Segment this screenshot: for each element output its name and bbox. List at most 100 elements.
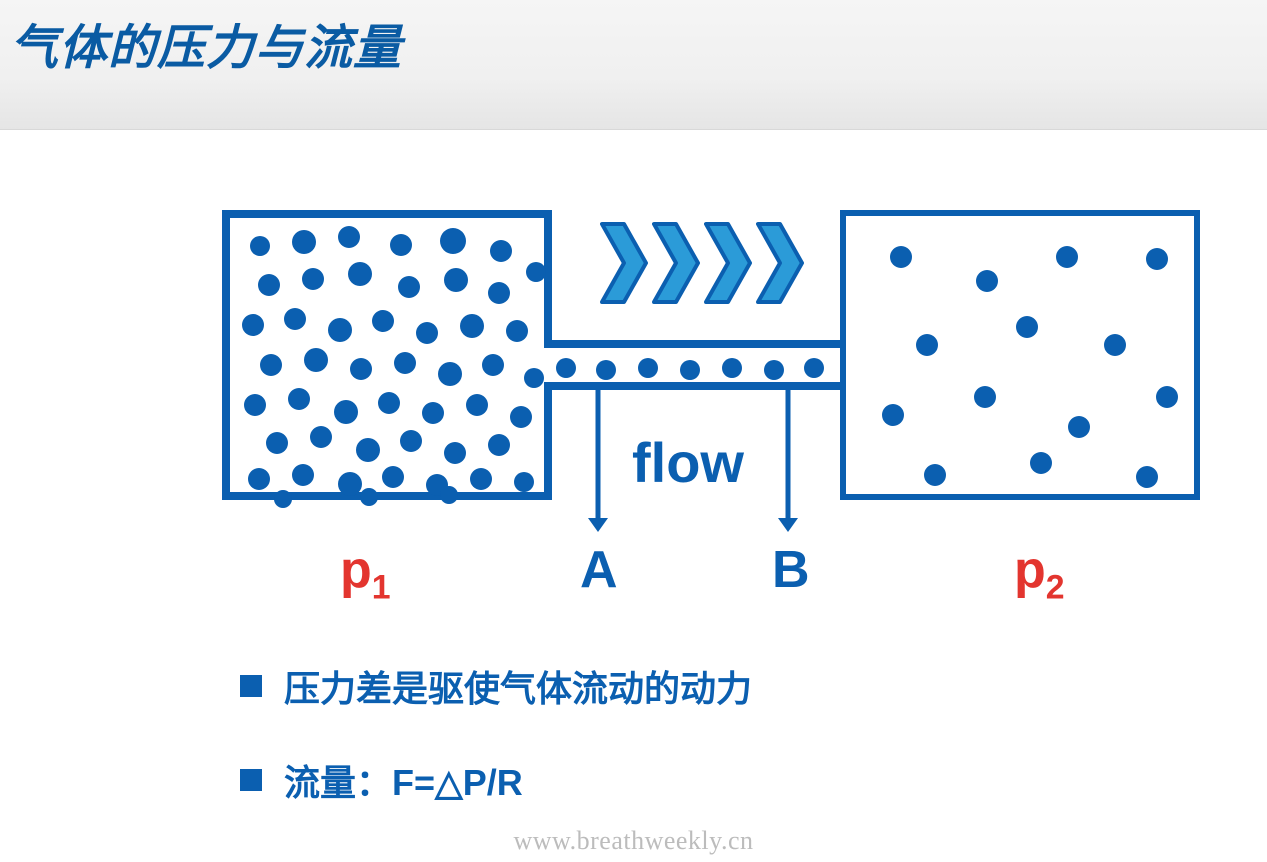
gas-particle <box>328 318 352 342</box>
gas-particle <box>470 468 492 490</box>
gas-particle <box>890 246 912 268</box>
gas-particle <box>882 404 904 426</box>
chamber-low-pressure <box>840 210 1200 500</box>
label-b: B <box>772 540 810 600</box>
gas-particle <box>510 406 532 428</box>
gas-particle <box>638 358 658 378</box>
label-a: A <box>580 540 618 600</box>
gas-particle <box>274 490 292 508</box>
gas-particle <box>506 320 528 342</box>
gas-particle <box>250 236 270 256</box>
gas-particle <box>416 322 438 344</box>
label-p2: p2 <box>1014 540 1065 607</box>
gas-particle <box>764 360 784 380</box>
gas-particle <box>266 432 288 454</box>
flow-direction-chevrons <box>600 222 804 304</box>
header-band: 气体的压力与流量 <box>0 0 1267 130</box>
gas-particle <box>514 472 534 492</box>
gas-particle <box>526 262 546 282</box>
gas-particle <box>976 270 998 292</box>
label-p1-main: p <box>340 541 372 599</box>
gas-particle <box>394 352 416 374</box>
gas-particle <box>490 240 512 262</box>
gas-particle <box>1016 316 1038 338</box>
gas-particle <box>488 434 510 456</box>
gas-particle <box>260 354 282 376</box>
gas-particle <box>460 314 484 338</box>
gas-particle <box>372 310 394 332</box>
flow-label: flow <box>632 430 744 495</box>
chevron-icon <box>600 222 648 304</box>
label-p1-sub: 1 <box>372 568 391 606</box>
gas-particle <box>482 354 504 376</box>
gas-particle <box>916 334 938 356</box>
gas-particle <box>722 358 742 378</box>
gas-particle <box>444 442 466 464</box>
gas-particle <box>390 234 412 256</box>
label-p1: p1 <box>340 540 391 607</box>
gas-particle <box>1030 452 1052 474</box>
gas-particle <box>338 472 362 496</box>
gas-particle <box>1104 334 1126 356</box>
gas-particle <box>258 274 280 296</box>
gas-particle <box>1156 386 1178 408</box>
gas-particle <box>350 358 372 380</box>
gas-particle <box>310 426 332 448</box>
label-p2-main: p <box>1014 541 1046 599</box>
gas-particle <box>398 276 420 298</box>
gas-particle <box>438 362 462 386</box>
gas-particle <box>356 438 380 462</box>
bullet-square-icon <box>240 675 262 697</box>
bullet-list: 压力差是驱使气体流动的动力流量：F=△P/R <box>240 660 752 848</box>
gas-particle <box>444 268 468 292</box>
gas-particle <box>596 360 616 380</box>
gas-particle <box>244 394 266 416</box>
gas-particle <box>360 488 378 506</box>
gas-particle <box>242 314 264 336</box>
gas-particle <box>556 358 576 378</box>
gas-particle <box>288 388 310 410</box>
pressure-flow-diagram: flow p1 A B p2 <box>0 200 1267 640</box>
bullet-square-icon <box>240 769 262 791</box>
gas-particle <box>284 308 306 330</box>
gas-particle <box>466 394 488 416</box>
chevron-icon <box>652 222 700 304</box>
gas-particle <box>348 262 372 286</box>
bullet-item: 流量：F=△P/R <box>240 754 752 806</box>
chevron-icon <box>756 222 804 304</box>
watermark: www.breathweekly.cn <box>513 826 753 856</box>
gas-particle <box>382 466 404 488</box>
page-title: 气体的压力与流量 <box>10 8 1257 78</box>
label-p2-sub: 2 <box>1046 568 1065 606</box>
gas-particle <box>400 430 422 452</box>
gas-particle <box>334 400 358 424</box>
bullet-text: 流量：F=△P/R <box>284 754 523 806</box>
arrow-marker-b <box>776 390 800 534</box>
gas-particle <box>440 486 458 504</box>
gas-particle <box>1146 248 1168 270</box>
chevron-icon <box>704 222 752 304</box>
gas-particle <box>1068 416 1090 438</box>
gas-particle <box>974 386 996 408</box>
gas-particle <box>304 348 328 372</box>
gas-particle <box>680 360 700 380</box>
arrow-marker-a <box>586 390 610 534</box>
gas-particle <box>292 464 314 486</box>
bullet-item: 压力差是驱使气体流动的动力 <box>240 660 752 712</box>
gas-particle <box>378 392 400 414</box>
gas-particle <box>338 226 360 248</box>
gas-particle <box>804 358 824 378</box>
gas-particle <box>422 402 444 424</box>
gas-particle <box>1136 466 1158 488</box>
gas-particle <box>248 468 270 490</box>
gas-particle <box>1056 246 1078 268</box>
gas-particle <box>440 228 466 254</box>
gas-particle <box>292 230 316 254</box>
connecting-tube <box>544 340 848 390</box>
bullet-text: 压力差是驱使气体流动的动力 <box>284 660 752 712</box>
gas-particle <box>924 464 946 486</box>
gas-particle <box>488 282 510 304</box>
gas-particle <box>302 268 324 290</box>
gas-particle <box>524 368 544 388</box>
chamber-high-pressure <box>222 210 552 500</box>
